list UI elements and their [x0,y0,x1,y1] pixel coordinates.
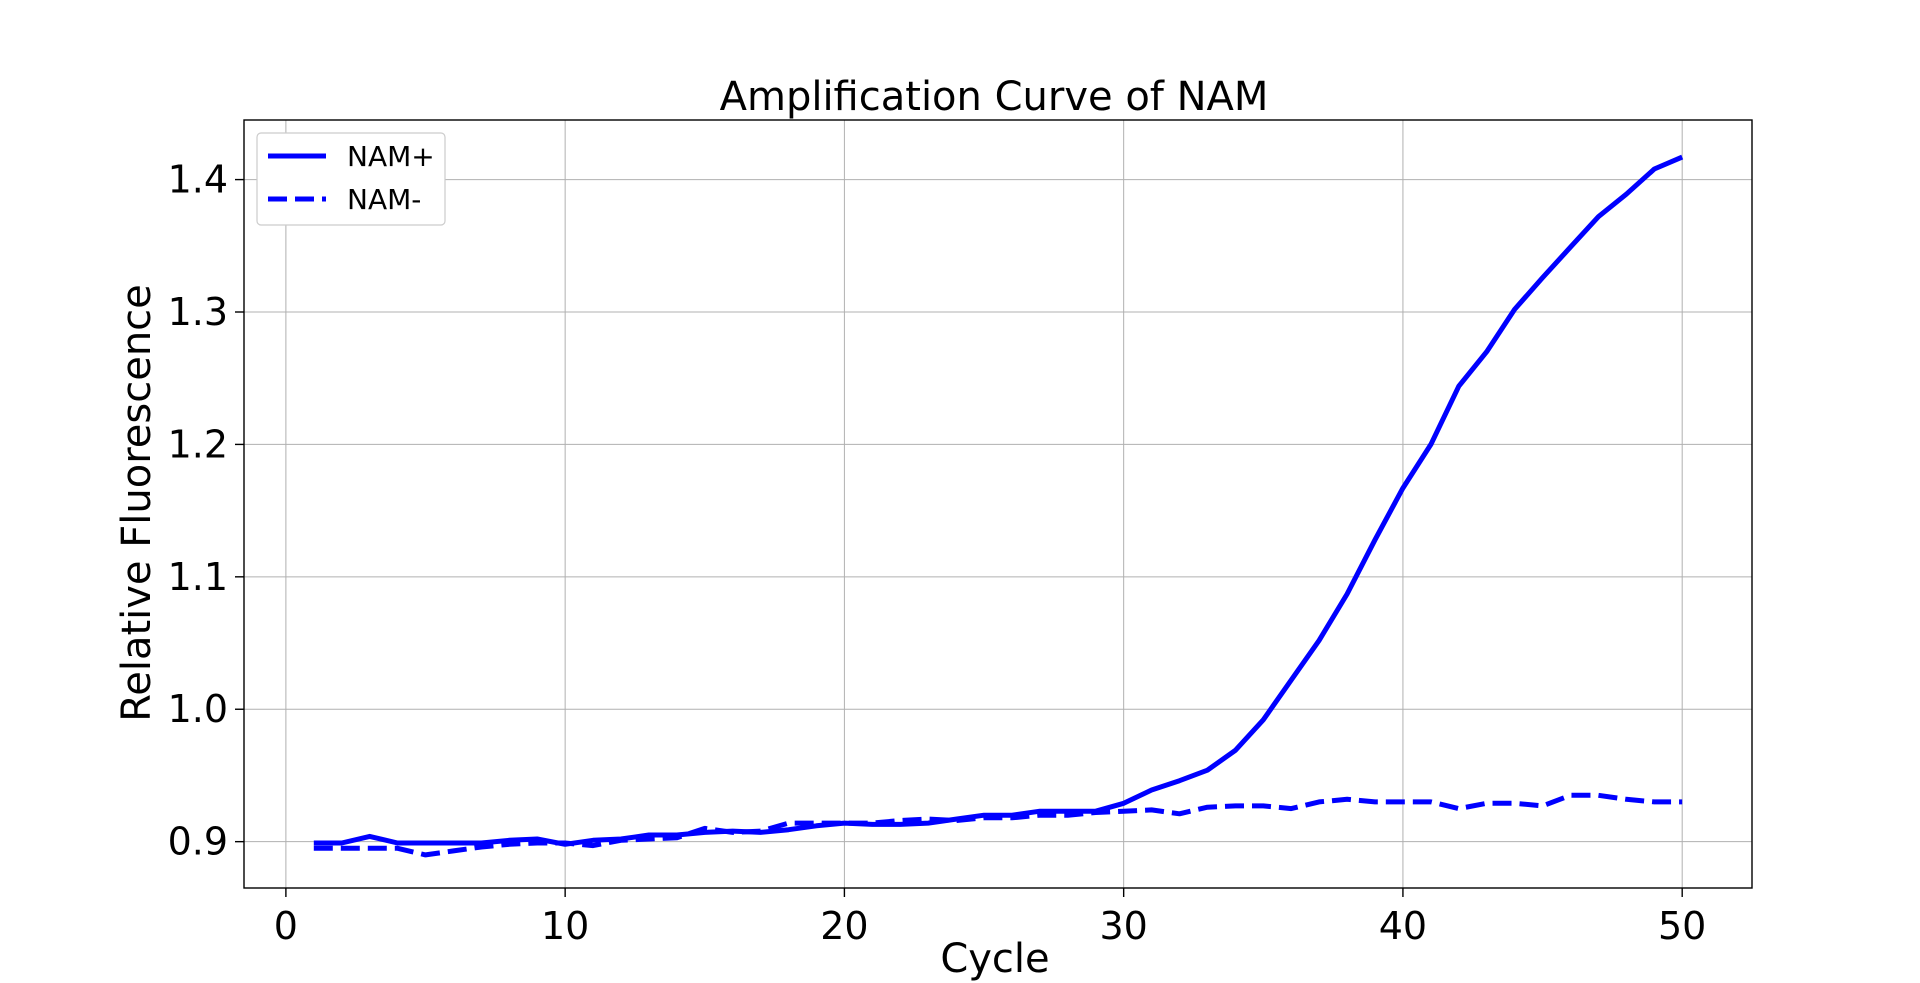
axis-ticks: 0 10 20 30 40 50 0.9 1.0 1.1 1.2 1.3 1.4 [168,158,1707,948]
y-tick-label: 1.4 [168,158,228,202]
series-layer [313,154,1684,858]
series-line-nam-minus [313,792,1683,858]
chart-title: Amplification Curve of NAM [720,74,1269,120]
legend-label-nam-plus: NAM+ [347,140,435,173]
x-tick-label: 50 [1658,904,1706,948]
y-tick-label: 1.2 [168,422,228,466]
y-tick-label: 0.9 [168,820,228,864]
y-tick-label: 1.3 [168,290,228,334]
series-line-nam-plus [313,154,1684,847]
x-tick-label: 20 [820,904,868,948]
x-tick-label: 30 [1099,904,1147,948]
y-tick-label: 1.1 [168,555,228,599]
legend: NAM+ NAM- [256,132,446,226]
grid-lines [244,120,1752,888]
y-axis-label: Relative Fluorescence [114,284,160,722]
x-tick-label: 40 [1379,904,1427,948]
legend-label-nam-minus: NAM- [347,183,421,216]
x-tick-label: 10 [541,904,589,948]
plot-frame [243,119,1753,889]
x-tick-label: 0 [274,904,298,948]
y-tick-label: 1.0 [168,687,228,731]
x-axis-label: Cycle [940,936,1049,982]
